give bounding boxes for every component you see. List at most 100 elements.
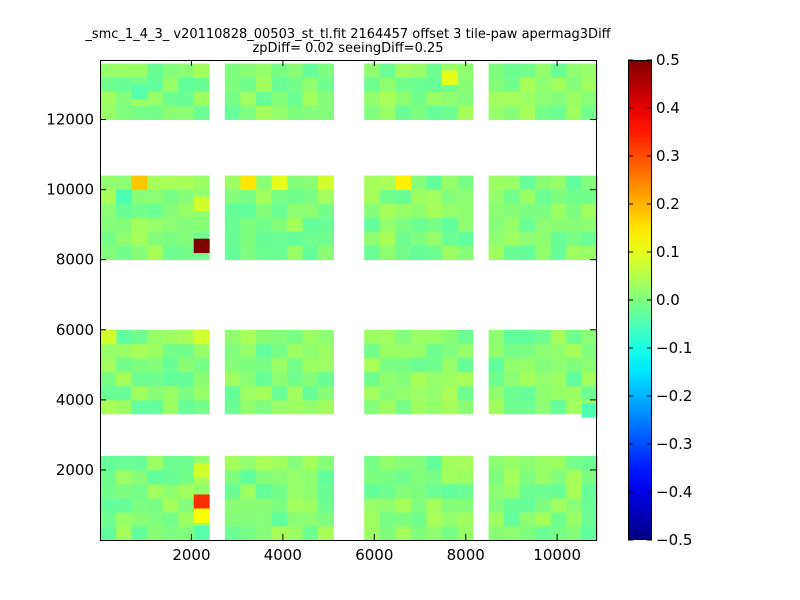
heatmap-cell — [271, 203, 288, 219]
heatmap-cell — [441, 357, 458, 373]
heatmap-cell — [504, 245, 521, 261]
heatmap-cell — [271, 371, 288, 387]
heatmap-cell — [240, 399, 257, 415]
heatmap-cell-notable — [395, 175, 412, 191]
heatmap-cell — [162, 511, 179, 527]
heatmap-cell — [581, 511, 598, 527]
heatmap-cell — [302, 455, 319, 471]
heatmap-cell — [581, 189, 598, 205]
heatmap-cell — [147, 357, 164, 373]
heatmap-cell — [566, 511, 583, 527]
heatmap-cell — [116, 511, 132, 527]
heatmap-cell — [271, 77, 288, 92]
heatmap-cell — [147, 497, 164, 513]
heatmap-cell — [566, 385, 583, 401]
heatmap-cell — [457, 175, 474, 191]
heatmap-cell — [162, 231, 179, 247]
heatmap-cell — [147, 203, 164, 219]
heatmap-cell — [271, 399, 288, 415]
heatmap-cell — [426, 231, 443, 247]
heatmap-cell — [581, 343, 598, 359]
heatmap-cell — [504, 203, 521, 219]
heatmap-cell — [271, 189, 288, 205]
heatmap-cell — [550, 63, 567, 78]
heatmap-cell — [379, 483, 396, 499]
heatmap-cell — [457, 231, 474, 247]
heatmap-cell — [178, 105, 195, 120]
heatmap-cell — [410, 399, 427, 415]
heatmap-cell — [100, 497, 117, 513]
heatmap-cell — [535, 231, 552, 247]
heatmap-cell — [240, 105, 257, 120]
heatmap-cell — [162, 343, 179, 359]
heatmap-cell — [504, 231, 521, 247]
heatmap-cell — [131, 105, 148, 120]
heatmap-cell — [224, 399, 241, 415]
heatmap-cell — [566, 357, 583, 373]
heatmap-cell — [240, 63, 257, 78]
heatmap-cell — [224, 91, 241, 106]
heatmap-cell — [410, 217, 427, 233]
heatmap-cell — [504, 399, 521, 415]
plot-area: 2000 4000 6000 8000 10000 2000 4000 6000 8000 10… — [46, 60, 598, 564]
heatmap-cell — [162, 371, 179, 387]
heatmap-cell — [240, 231, 257, 247]
heatmap-cell — [566, 371, 583, 387]
heatmap-cell — [426, 371, 443, 387]
heatmap-cell — [379, 217, 396, 233]
heatmap-cell-notable — [581, 403, 598, 418]
heatmap-cell — [426, 105, 443, 120]
heatmap-cell — [426, 483, 443, 499]
heatmap-cell — [224, 175, 241, 191]
heatmap-cell — [488, 245, 505, 261]
heatmap-cell — [255, 91, 272, 106]
heatmap-cell — [535, 385, 552, 401]
heatmap-cell — [131, 371, 148, 387]
heatmap-cell — [240, 483, 257, 499]
heatmap-cell — [318, 525, 334, 541]
heatmap-cell — [131, 455, 148, 471]
heatmap-cell — [224, 245, 241, 261]
heatmap-cell — [286, 77, 303, 92]
heatmap-cell — [519, 371, 536, 387]
heatmap-cell — [566, 231, 583, 247]
heatmap-cell — [364, 469, 381, 485]
heatmap-cell — [286, 217, 303, 233]
heatmap-cell — [302, 329, 319, 345]
heatmap-cell — [240, 329, 257, 345]
heatmap-cell — [318, 203, 334, 219]
colorbar-tick-label: 0.3 — [656, 147, 680, 165]
heatmap-cell — [178, 63, 195, 78]
heatmap-cell — [395, 511, 412, 527]
heatmap-cell — [379, 329, 396, 345]
heatmap-cell — [379, 63, 396, 78]
heatmap-cell — [302, 189, 319, 205]
heatmap-cell — [224, 511, 241, 527]
heatmap-cell — [255, 497, 272, 513]
heatmap-cell — [255, 245, 272, 261]
heatmap-cell — [379, 231, 396, 247]
heatmap-cell — [364, 63, 381, 78]
heatmap-cell — [566, 245, 583, 261]
heatmap-cell — [379, 203, 396, 219]
heatmap-cell — [240, 343, 257, 359]
heatmap-cell — [364, 483, 381, 499]
heatmap-cell — [504, 497, 521, 513]
heatmap-cell — [364, 525, 381, 541]
heatmap-cell — [395, 357, 412, 373]
heatmap-cell — [488, 77, 505, 92]
heatmap-cell — [364, 189, 381, 205]
heatmap-cell — [286, 343, 303, 359]
heatmap-cell — [271, 511, 288, 527]
y-tick-label: 4000 — [56, 391, 94, 409]
heatmap-cell — [364, 175, 381, 191]
heatmap-cell — [131, 189, 148, 205]
heatmap-cell — [566, 189, 583, 205]
heatmap-cell — [271, 525, 288, 541]
heatmap-cell — [318, 455, 334, 471]
heatmap-cell — [379, 385, 396, 401]
heatmap-cell — [410, 469, 427, 485]
heatmap-cell — [302, 231, 319, 247]
heatmap-cell — [162, 203, 179, 219]
